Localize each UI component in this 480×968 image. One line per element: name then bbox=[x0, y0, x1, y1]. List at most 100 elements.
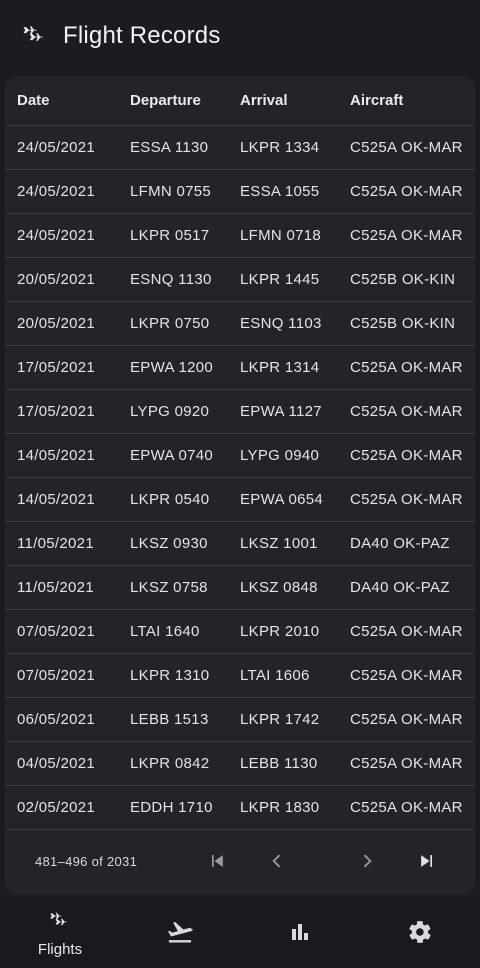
app-bar: Flight Records bbox=[0, 0, 480, 72]
nav-item-label: Flights bbox=[37, 941, 83, 958]
cell-aircraft: C525A OK-MAR bbox=[338, 477, 475, 522]
cell-arrival: EPWA 0654 bbox=[228, 477, 338, 522]
cell-date: 11/05/2021 bbox=[5, 521, 118, 566]
pagination-range: 481–496 of 2031 bbox=[35, 853, 138, 869]
airplanes-icon bbox=[49, 910, 71, 937]
column-header-arrival[interactable]: Arrival bbox=[228, 76, 338, 126]
cell-arrival: LYPG 0940 bbox=[228, 433, 338, 478]
cell-date: 11/05/2021 bbox=[5, 565, 118, 610]
cell-date: 07/05/2021 bbox=[5, 653, 118, 698]
cell-departure: EPWA 0740 bbox=[118, 433, 228, 478]
cell-date: 07/05/2021 bbox=[5, 609, 118, 654]
bottom-navigation: Flights bbox=[0, 900, 480, 968]
cell-date: 24/05/2021 bbox=[5, 213, 118, 258]
cell-date: 06/05/2021 bbox=[5, 697, 118, 742]
cell-date: 24/05/2021 bbox=[5, 169, 118, 214]
table-row[interactable]: 11/05/2021 LKSZ 0930 LKSZ 1001 DA40 OK-PAZ bbox=[5, 521, 475, 566]
table-row[interactable]: 02/05/2021 EDDH 1710 LKPR 1830 C525A OK-MAR bbox=[5, 785, 475, 830]
cell-departure: LKPR 1310 bbox=[118, 653, 228, 698]
cell-aircraft: C525A OK-MAR bbox=[338, 433, 475, 478]
cell-departure: EDDH 1710 bbox=[118, 785, 228, 830]
cell-aircraft: C525A OK-MAR bbox=[338, 609, 475, 654]
table-row[interactable]: 17/05/2021 EPWA 1200 LKPR 1314 C525A OK-MAR bbox=[5, 345, 475, 390]
cell-date: 24/05/2021 bbox=[5, 125, 118, 170]
last-page-icon[interactable] bbox=[413, 847, 441, 875]
table-row[interactable]: 20/05/2021 ESNQ 1130 LKPR 1445 C525B OK-KIN bbox=[5, 257, 475, 302]
chevron-right-icon[interactable] bbox=[353, 847, 381, 875]
table-header-row: Date Departure Arrival Aircraft bbox=[5, 76, 475, 126]
cell-aircraft: DA40 OK-PAZ bbox=[338, 521, 475, 566]
cell-date: 02/05/2021 bbox=[5, 785, 118, 830]
table-row[interactable]: 04/05/2021 LKPR 0842 LEBB 1130 C525A OK-MAR bbox=[5, 741, 475, 786]
cell-departure: LKPR 0517 bbox=[118, 213, 228, 258]
nav-item-flights[interactable]: Flights bbox=[0, 900, 120, 968]
cell-arrival: LKSZ 0848 bbox=[228, 565, 338, 610]
nav-item-statistics[interactable] bbox=[240, 900, 360, 968]
cell-aircraft: C525B OK-KIN bbox=[338, 301, 475, 346]
first-page-icon[interactable] bbox=[203, 847, 231, 875]
nav-item-settings[interactable] bbox=[360, 900, 480, 968]
cell-arrival: LFMN 0718 bbox=[228, 213, 338, 258]
cell-date: 17/05/2021 bbox=[5, 345, 118, 390]
cell-arrival: LKPR 1830 bbox=[228, 785, 338, 830]
cell-arrival: EPWA 1127 bbox=[228, 389, 338, 434]
cell-date: 14/05/2021 bbox=[5, 433, 118, 478]
cell-aircraft: C525A OK-MAR bbox=[338, 169, 475, 214]
cell-date: 14/05/2021 bbox=[5, 477, 118, 522]
cell-aircraft: C525A OK-MAR bbox=[338, 389, 475, 434]
column-header-date[interactable]: Date bbox=[5, 76, 118, 126]
table-row[interactable]: 17/05/2021 LYPG 0920 EPWA 1127 C525A OK-MAR bbox=[5, 389, 475, 434]
cell-aircraft: C525A OK-MAR bbox=[338, 741, 475, 786]
pagination: 481–496 of 2031 bbox=[5, 826, 475, 895]
page-title: Flight Records bbox=[63, 22, 221, 49]
cell-date: 20/05/2021 bbox=[5, 257, 118, 302]
cell-departure: LKPR 0750 bbox=[118, 301, 228, 346]
cell-arrival: LKSZ 1001 bbox=[228, 521, 338, 566]
cell-aircraft: C525A OK-MAR bbox=[338, 653, 475, 698]
table-row[interactable]: 07/05/2021 LKPR 1310 LTAI 1606 C525A OK-MAR bbox=[5, 653, 475, 698]
nav-item-departures[interactable] bbox=[120, 900, 240, 968]
flights-table: Date Departure Arrival Aircraft 24/05/20… bbox=[5, 76, 475, 830]
cell-departure: LKSZ 0758 bbox=[118, 565, 228, 610]
table-row[interactable]: 24/05/2021 LFMN 0755 ESSA 1055 C525A OK-MAR bbox=[5, 169, 475, 214]
cell-aircraft: C525A OK-MAR bbox=[338, 125, 475, 170]
cell-aircraft: C525A OK-MAR bbox=[338, 785, 475, 830]
cell-departure: LKPR 0842 bbox=[118, 741, 228, 786]
flights-table-card: Date Departure Arrival Aircraft 24/05/20… bbox=[5, 76, 475, 895]
chevron-left-icon[interactable] bbox=[263, 847, 291, 875]
table-row[interactable]: 14/05/2021 EPWA 0740 LYPG 0940 C525A OK-MAR bbox=[5, 433, 475, 478]
cell-arrival: LTAI 1606 bbox=[228, 653, 338, 698]
table-row[interactable]: 14/05/2021 LKPR 0540 EPWA 0654 C525A OK-MAR bbox=[5, 477, 475, 522]
column-header-aircraft[interactable]: Aircraft bbox=[338, 76, 475, 126]
cell-arrival: ESSA 1055 bbox=[228, 169, 338, 214]
cell-aircraft: C525A OK-MAR bbox=[338, 213, 475, 258]
cell-departure: ESNQ 1130 bbox=[118, 257, 228, 302]
column-header-departure[interactable]: Departure bbox=[118, 76, 228, 126]
cell-departure: ESSA 1130 bbox=[118, 125, 228, 170]
bar-chart-icon bbox=[288, 920, 312, 949]
airplanes-icon bbox=[22, 23, 48, 49]
table-row[interactable]: 07/05/2021 LTAI 1640 LKPR 2010 C525A OK-MAR bbox=[5, 609, 475, 654]
table-row[interactable]: 06/05/2021 LEBB 1513 LKPR 1742 C525A OK-MAR bbox=[5, 697, 475, 742]
cell-date: 04/05/2021 bbox=[5, 741, 118, 786]
cell-arrival: LKPR 1742 bbox=[228, 697, 338, 742]
table-row[interactable]: 24/05/2021 ESSA 1130 LKPR 1334 C525A OK-MAR bbox=[5, 125, 475, 170]
cell-arrival: LKPR 1314 bbox=[228, 345, 338, 390]
table-row[interactable]: 20/05/2021 LKPR 0750 ESNQ 1103 C525B OK-KIN bbox=[5, 301, 475, 346]
cell-date: 17/05/2021 bbox=[5, 389, 118, 434]
table-row[interactable]: 11/05/2021 LKSZ 0758 LKSZ 0848 DA40 OK-PAZ bbox=[5, 565, 475, 610]
cell-arrival: LEBB 1130 bbox=[228, 741, 338, 786]
cell-departure: LTAI 1640 bbox=[118, 609, 228, 654]
cell-aircraft: C525A OK-MAR bbox=[338, 697, 475, 742]
cell-departure: LYPG 0920 bbox=[118, 389, 228, 434]
cell-arrival: LKPR 1334 bbox=[228, 125, 338, 170]
cell-departure: LKPR 0540 bbox=[118, 477, 228, 522]
cell-departure: LEBB 1513 bbox=[118, 697, 228, 742]
flight-takeoff-icon bbox=[166, 918, 194, 951]
cell-departure: EPWA 1200 bbox=[118, 345, 228, 390]
cell-aircraft: C525B OK-KIN bbox=[338, 257, 475, 302]
cell-date: 20/05/2021 bbox=[5, 301, 118, 346]
cell-arrival: LKPR 1445 bbox=[228, 257, 338, 302]
table-row[interactable]: 24/05/2021 LKPR 0517 LFMN 0718 C525A OK-MAR bbox=[5, 213, 475, 258]
gear-icon bbox=[407, 919, 433, 950]
